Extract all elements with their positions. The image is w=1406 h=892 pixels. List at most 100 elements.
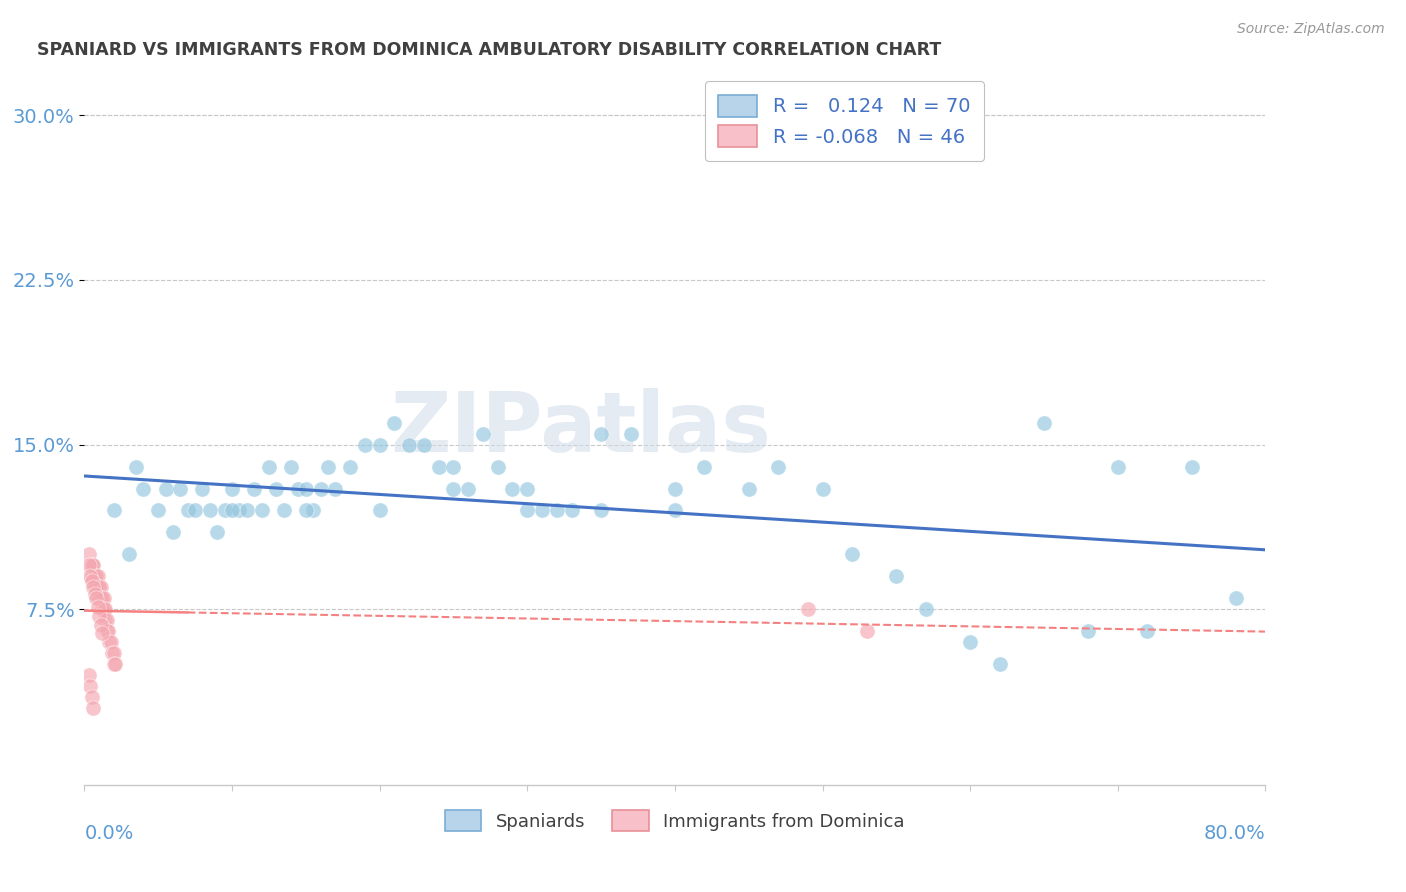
Point: [80, 558, 103, 573]
Point: [457, 482, 479, 496]
Point: [915, 602, 938, 616]
Point: [516, 503, 538, 517]
Point: [83, 587, 105, 601]
Point: [91, 602, 114, 616]
Point: [228, 503, 250, 517]
Point: [841, 548, 863, 562]
Point: [198, 503, 221, 517]
Point: [77, 668, 100, 682]
Point: [155, 482, 177, 496]
Point: [886, 569, 908, 583]
Point: [266, 482, 288, 496]
Point: [82, 580, 104, 594]
Point: [80, 690, 103, 705]
Point: [354, 437, 377, 451]
Point: [368, 437, 391, 451]
Point: [80, 558, 103, 573]
Point: [427, 459, 450, 474]
Point: [94, 602, 117, 616]
Point: [302, 503, 325, 517]
Point: [221, 503, 243, 517]
Point: [443, 459, 465, 474]
Point: [214, 503, 236, 517]
Point: [77, 548, 100, 562]
Point: [93, 602, 115, 616]
Point: [546, 503, 568, 517]
Point: [561, 503, 583, 517]
Point: [1181, 459, 1204, 474]
Point: [339, 459, 361, 474]
Text: 0.0%: 0.0%: [84, 824, 134, 843]
Point: [591, 503, 613, 517]
Point: [591, 426, 613, 441]
Point: [96, 624, 118, 639]
Point: [86, 580, 108, 594]
Point: [90, 617, 112, 632]
Point: [84, 580, 107, 594]
Point: [90, 591, 112, 606]
Point: [177, 503, 200, 517]
Point: [738, 482, 761, 496]
Point: [1077, 624, 1099, 639]
Point: [693, 459, 716, 474]
Point: [98, 635, 121, 649]
Point: [501, 482, 523, 496]
Point: [207, 525, 229, 540]
Point: [398, 437, 420, 451]
Point: [86, 600, 108, 615]
Point: [103, 646, 125, 660]
Point: [103, 657, 125, 672]
Point: [250, 503, 273, 517]
Point: [80, 569, 103, 583]
Point: [191, 482, 214, 496]
Point: [118, 548, 141, 562]
Text: Source: ZipAtlas.com: Source: ZipAtlas.com: [1237, 22, 1385, 37]
Point: [87, 608, 111, 623]
Point: [664, 503, 686, 517]
Text: ZIPatlas: ZIPatlas: [389, 388, 770, 468]
Point: [93, 591, 115, 606]
Point: [856, 624, 879, 639]
Point: [91, 626, 114, 640]
Point: [87, 591, 111, 606]
Point: [959, 635, 981, 649]
Point: [100, 635, 122, 649]
Point: [295, 482, 318, 496]
Point: [96, 613, 118, 627]
Point: [82, 558, 104, 573]
Point: [1136, 624, 1159, 639]
Point: [84, 569, 107, 583]
Text: SPANIARD VS IMMIGRANTS FROM DOMINICA AMBULATORY DISABILITY CORRELATION CHART: SPANIARD VS IMMIGRANTS FROM DOMINICA AMB…: [37, 41, 942, 59]
Point: [79, 679, 101, 693]
Point: [309, 482, 332, 496]
Point: [368, 503, 391, 517]
Point: [83, 569, 105, 583]
Point: [287, 482, 309, 496]
Point: [80, 574, 103, 588]
Point: [148, 503, 170, 517]
Point: [125, 459, 148, 474]
Point: [184, 503, 207, 517]
Point: [132, 482, 155, 496]
Point: [104, 657, 127, 672]
Point: [280, 459, 302, 474]
Point: [162, 525, 184, 540]
Point: [94, 613, 117, 627]
Point: [221, 482, 243, 496]
Point: [273, 503, 295, 517]
Point: [531, 503, 554, 517]
Point: [97, 624, 120, 639]
Point: [1033, 416, 1056, 430]
Point: [768, 459, 790, 474]
Point: [82, 701, 104, 715]
Legend: Spaniards, Immigrants from Dominica: Spaniards, Immigrants from Dominica: [436, 801, 914, 840]
Point: [84, 591, 107, 606]
Text: 80.0%: 80.0%: [1204, 824, 1265, 843]
Point: [988, 657, 1011, 672]
Point: [103, 503, 125, 517]
Point: [86, 569, 108, 583]
Point: [83, 580, 105, 594]
Point: [101, 646, 124, 660]
Point: [316, 459, 339, 474]
Point: [1107, 459, 1129, 474]
